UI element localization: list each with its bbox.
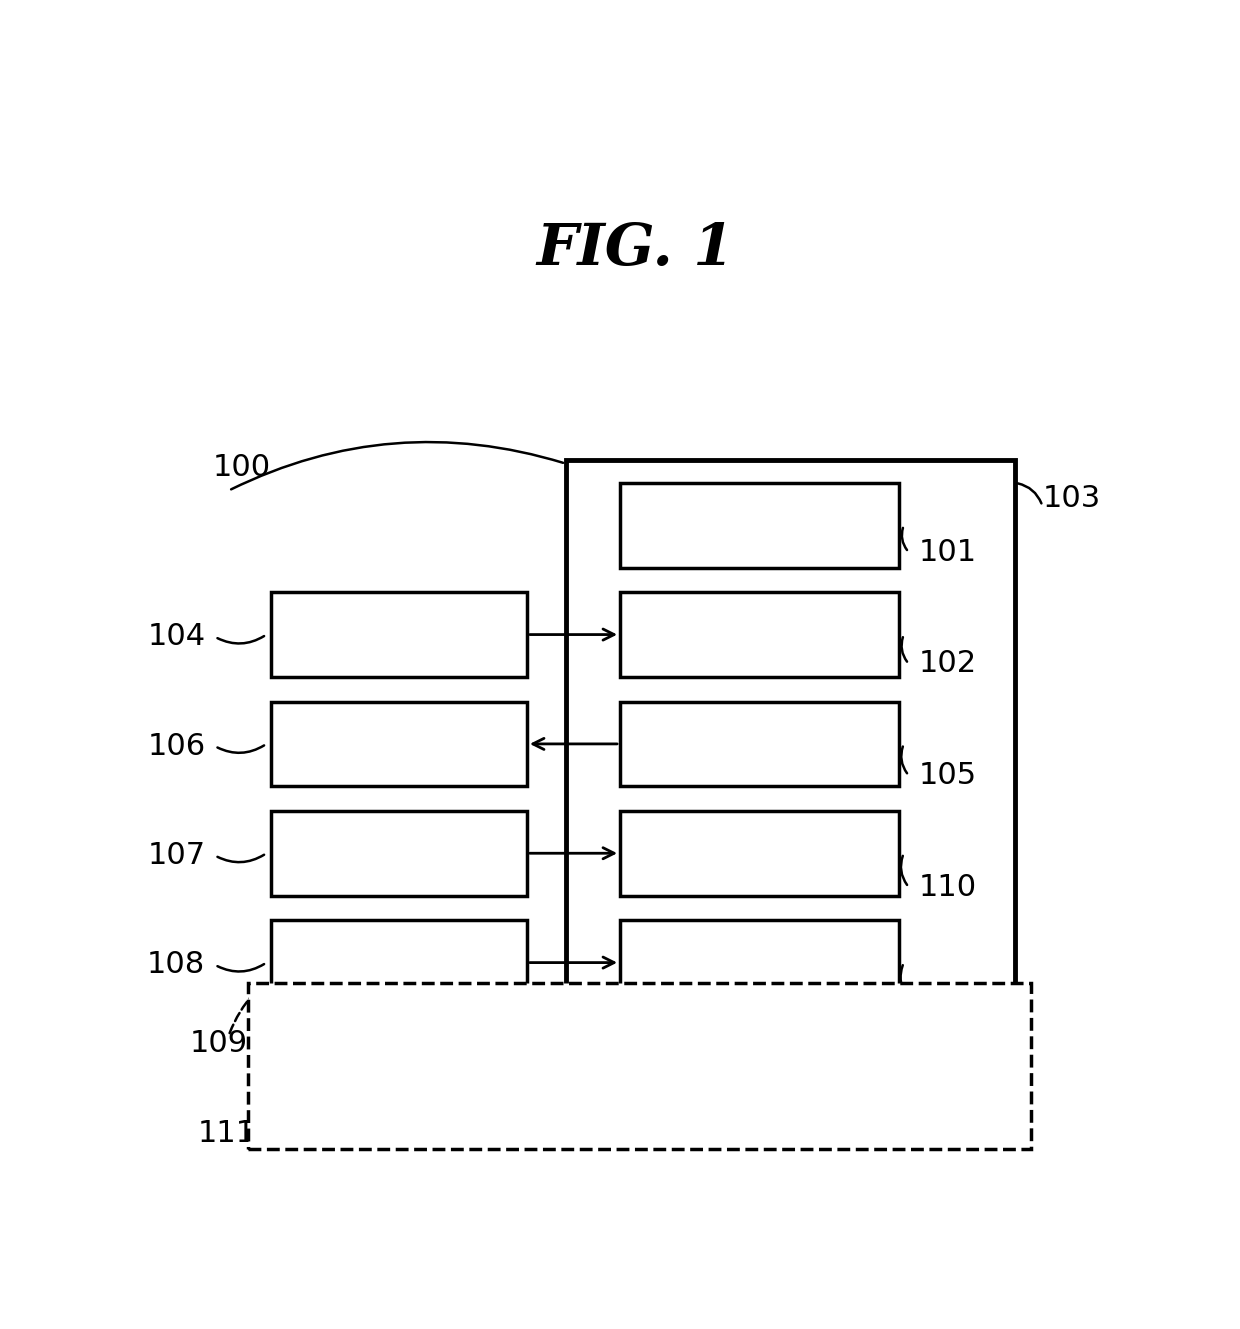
Bar — [248, 983, 1030, 1150]
Text: 107: 107 — [148, 841, 206, 870]
Text: 106: 106 — [148, 732, 206, 760]
Bar — [620, 702, 899, 787]
Text: 111: 111 — [197, 1119, 255, 1148]
Bar — [620, 482, 899, 567]
Text: 105: 105 — [919, 762, 977, 789]
Text: 100: 100 — [213, 453, 272, 482]
Text: 104: 104 — [148, 622, 206, 651]
Text: 103: 103 — [1043, 484, 1101, 513]
Text: FIG. 1: FIG. 1 — [537, 221, 734, 278]
Text: 109: 109 — [190, 1029, 248, 1058]
Text: 102: 102 — [919, 650, 977, 678]
Text: 108: 108 — [148, 950, 206, 979]
Text: 113: 113 — [919, 985, 977, 1013]
Bar — [620, 811, 899, 896]
Bar — [565, 460, 1016, 1130]
Bar — [272, 593, 527, 676]
Text: 101: 101 — [919, 538, 977, 566]
Bar — [272, 702, 527, 787]
Text: 110: 110 — [919, 873, 977, 901]
Bar — [272, 811, 527, 896]
Bar — [620, 920, 899, 1005]
Bar — [272, 920, 527, 1005]
Bar — [620, 1010, 899, 1122]
Text: 112: 112 — [919, 1084, 977, 1114]
Bar — [620, 593, 899, 676]
Bar — [272, 1010, 527, 1122]
